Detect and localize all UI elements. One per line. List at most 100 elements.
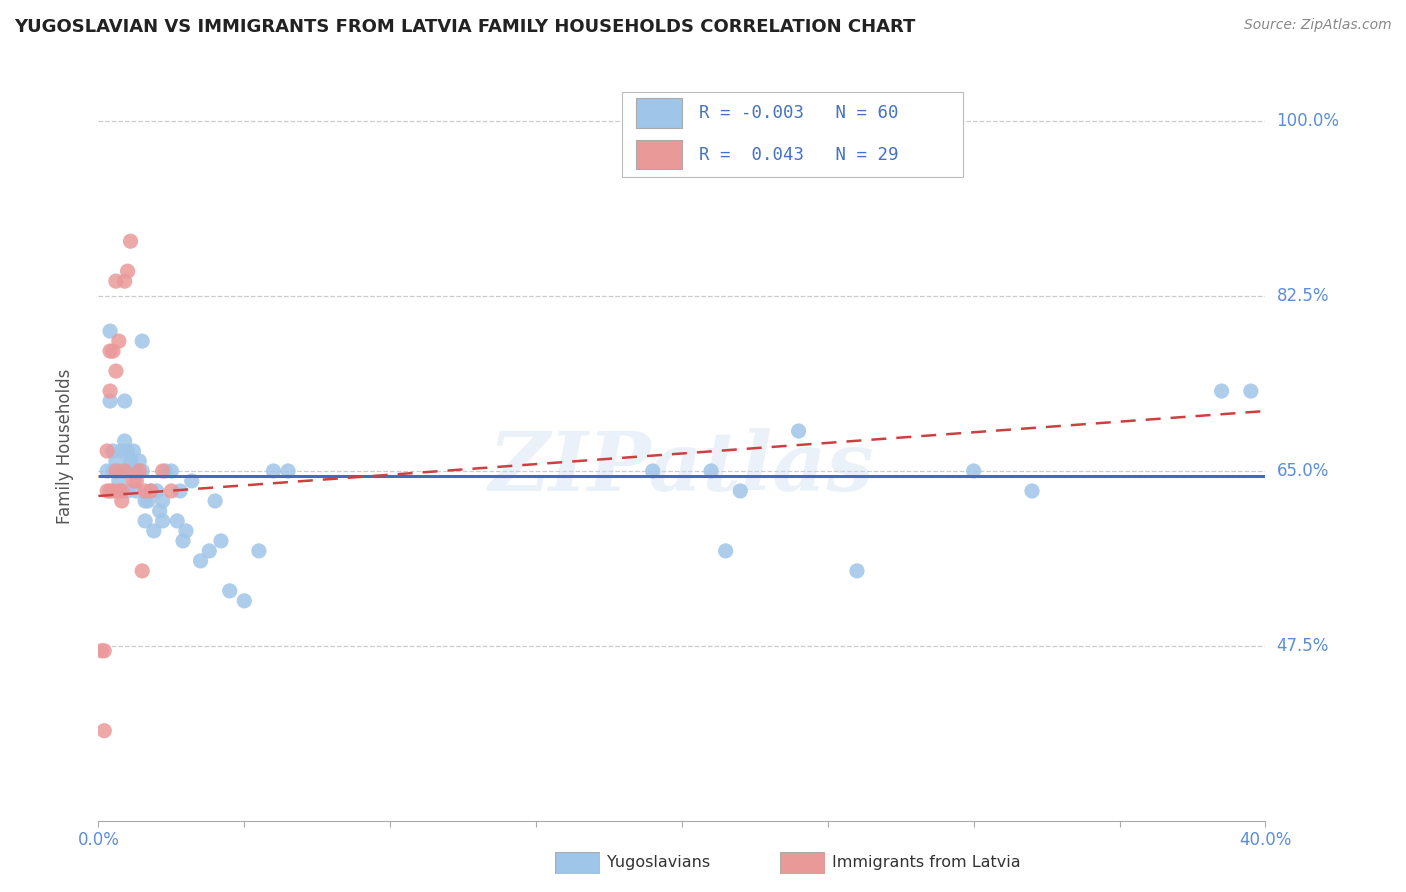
Point [117,264,139,278]
Point [131,564,153,578]
Point [122,444,145,458]
Y-axis label: Family Households: Family Households [56,368,75,524]
Point [104,454,127,468]
Point [98,384,121,398]
Point [131,334,153,348]
Text: R =  0.043   N = 29: R = 0.043 N = 29 [699,145,898,164]
Point [131,464,153,478]
Point [277,464,299,478]
Point [209,533,232,548]
Point [111,464,134,478]
Point [247,544,270,558]
Text: Yugoslavians: Yugoslavians [607,855,710,870]
Point [169,483,191,498]
Point [128,464,150,478]
Point [128,454,150,468]
Point [139,483,162,498]
Point [122,464,145,478]
Point [787,424,810,438]
Text: Immigrants from Latvia: Immigrants from Latvia [832,855,1021,870]
Point [134,494,156,508]
Point [641,464,664,478]
Point [111,444,134,458]
Point [111,494,134,508]
Point [101,444,124,458]
Text: 65.0%: 65.0% [1277,462,1329,480]
Text: 100.0%: 100.0% [1277,112,1340,130]
Text: R = -0.003   N = 60: R = -0.003 N = 60 [699,103,898,122]
Point [108,464,131,478]
Point [142,524,165,538]
Point [96,444,118,458]
Point [104,274,127,288]
Point [93,644,115,658]
Point [180,474,202,488]
Text: Source: ZipAtlas.com: Source: ZipAtlas.com [1244,18,1392,32]
Text: 82.5%: 82.5% [1277,287,1329,305]
Point [174,524,197,538]
Point [114,464,136,478]
Point [114,394,136,409]
Point [114,464,136,478]
Point [98,394,121,409]
Point [108,474,131,488]
Point [96,464,118,478]
Point [134,514,156,528]
Point [204,494,226,508]
Text: 47.5%: 47.5% [1277,637,1329,655]
Text: ZIPatlas: ZIPatlas [489,428,875,508]
Point [96,483,118,498]
Point [117,444,139,458]
Bar [637,140,682,169]
Point [233,594,256,608]
Point [160,464,183,478]
Point [700,464,723,478]
Point [117,483,139,498]
Point [155,464,177,478]
Point [152,464,174,478]
Point [122,474,145,488]
Point [101,483,124,498]
Point [101,464,124,478]
Point [166,514,188,528]
Point [104,364,127,378]
Point [98,344,121,359]
Point [1021,483,1043,498]
Point [114,274,136,288]
Point [846,564,869,578]
Point [104,464,127,478]
Point [93,723,115,738]
Point [1240,384,1263,398]
Point [136,494,159,508]
Point [98,483,121,498]
Point [152,494,174,508]
Point [262,464,284,478]
Point [120,454,142,468]
Point [160,483,183,498]
Point [125,464,148,478]
Point [149,504,172,518]
Point [98,324,121,338]
Point [120,234,142,248]
Point [172,533,194,548]
Point [101,344,124,359]
Point [218,583,240,598]
Point [108,334,131,348]
Point [152,514,174,528]
Point [134,483,156,498]
Point [730,483,752,498]
Point [104,464,127,478]
Point [1211,384,1233,398]
Point [962,464,984,478]
Point [190,554,212,568]
Point [139,483,162,498]
Point [125,474,148,488]
Bar [637,98,682,128]
Point [120,454,142,468]
FancyBboxPatch shape [621,92,963,177]
Text: YUGOSLAVIAN VS IMMIGRANTS FROM LATVIA FAMILY HOUSEHOLDS CORRELATION CHART: YUGOSLAVIAN VS IMMIGRANTS FROM LATVIA FA… [14,18,915,36]
Point [125,483,148,498]
Point [114,434,136,448]
Point [108,483,131,498]
Point [714,544,737,558]
